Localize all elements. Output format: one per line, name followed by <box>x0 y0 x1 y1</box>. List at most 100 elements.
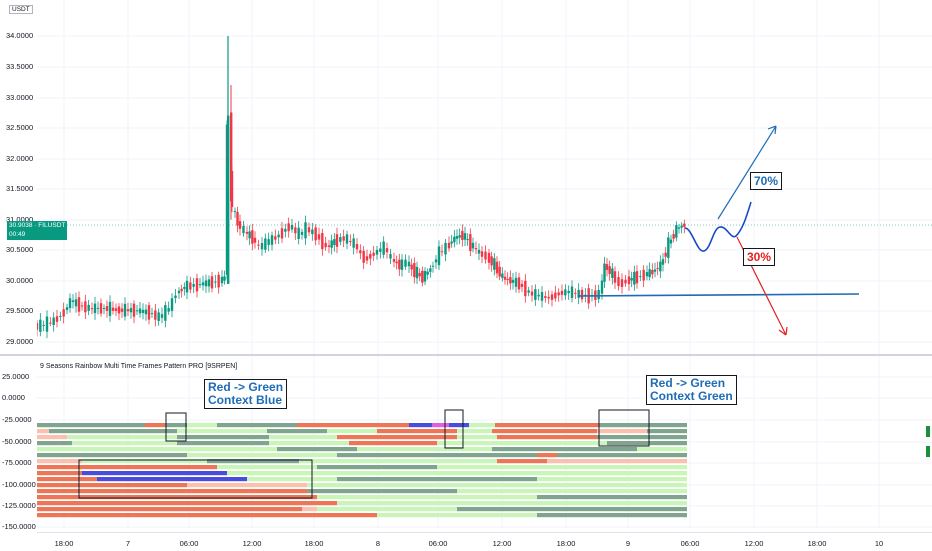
candle-body <box>270 235 274 245</box>
candle-body <box>580 289 584 300</box>
candle-body <box>77 297 81 312</box>
candle-body <box>362 250 365 263</box>
time-tick-label: 18:00 <box>807 539 827 548</box>
candle-body <box>605 264 609 270</box>
price-axis[interactable]: 34.0000 33.5000 33.0000 32.5000 32.0000 31.50… <box>0 0 37 354</box>
candle-body <box>87 304 90 311</box>
rainbow-bar-segment <box>457 435 497 440</box>
candle-body <box>461 230 464 240</box>
indicator-pane[interactable] <box>37 356 932 528</box>
candle-body <box>195 278 199 292</box>
rainbow-bar-segment <box>37 483 187 488</box>
candle-body <box>342 236 345 241</box>
down-arrow-head <box>778 326 788 336</box>
candle-body <box>514 277 518 287</box>
candle-body <box>651 269 654 275</box>
rainbow-bar-segment <box>107 477 247 482</box>
candle-body <box>180 288 183 292</box>
highlight-box <box>165 412 187 442</box>
annotation-line: Context Blue <box>208 393 283 407</box>
candle-body <box>55 316 59 322</box>
indicator-canvas[interactable] <box>37 356 932 528</box>
candle-body <box>233 211 237 213</box>
candle-body <box>129 308 133 313</box>
candle-body <box>680 225 683 228</box>
rainbow-bar-segment <box>337 471 497 476</box>
rainbow-bar-segment <box>177 435 269 440</box>
candle-body <box>251 230 254 244</box>
rainbow-bar-segment <box>349 441 437 446</box>
indicator-tick-label: -75.0000 <box>2 458 32 467</box>
up-probability-label[interactable]: 70% <box>750 172 783 190</box>
candle-body <box>667 237 670 258</box>
time-tick-label: 12:00 <box>492 539 512 548</box>
right-edge-marker <box>926 426 930 437</box>
candle-body <box>375 249 379 255</box>
rainbow-bar-segment <box>317 465 437 470</box>
candle-body <box>444 242 447 255</box>
candle-body <box>339 237 342 242</box>
indicator-tick-label: -100.0000 <box>2 480 36 489</box>
rainbow-bar-segment <box>597 429 647 434</box>
candle-body <box>440 251 444 253</box>
candle-body <box>108 301 112 316</box>
time-axis[interactable]: 18:00 7 06:00 12:00 18:00 8 06:00 12:00 18:00 9 06… <box>37 532 932 551</box>
candle-body <box>65 307 69 311</box>
candle-body <box>264 238 267 250</box>
rainbow-bar-segment <box>337 477 537 482</box>
indicator-axis[interactable]: 25.0000 0.0000 -25.0000 -50.0000 -75.0000 -10… <box>0 356 37 532</box>
annotation-context-blue[interactable]: Red -> Green Context Blue <box>204 379 288 409</box>
time-tick-label: 18:00 <box>556 539 576 548</box>
price-chart-pane[interactable] <box>37 0 932 354</box>
candle-body <box>230 112 233 202</box>
down-probability-label[interactable]: 30% <box>743 248 776 266</box>
candle-body <box>117 306 121 314</box>
candle-body <box>407 261 411 267</box>
candle-body <box>167 308 170 312</box>
candle-body <box>398 259 401 270</box>
rainbow-bar-segment <box>599 423 642 428</box>
rainbow-bar-segment <box>37 513 377 518</box>
candle-body <box>423 270 427 282</box>
rainbow-bar-segment <box>377 513 457 518</box>
price-tick-label: 29.5000 <box>6 306 34 315</box>
candle-body <box>210 276 214 289</box>
price-tick-label: 31.5000 <box>6 184 34 193</box>
rainbow-bar-segment <box>495 423 599 428</box>
candle-body <box>59 315 62 317</box>
rainbow-bar-segment <box>37 507 302 512</box>
candle-body <box>236 212 239 226</box>
projected-wave <box>684 201 752 252</box>
candle-body <box>597 289 600 300</box>
time-tick-label: 06:00 <box>179 539 199 548</box>
candle-body <box>372 252 375 256</box>
rainbow-bar-segment <box>37 429 49 434</box>
annotation-context-green[interactable]: Red -> Green Context Green <box>646 375 737 405</box>
candle-body <box>147 305 151 320</box>
rainbow-bar-segment <box>537 477 687 482</box>
up-arrow-head <box>767 125 777 135</box>
candle-body <box>207 279 211 287</box>
candle-body <box>365 256 369 261</box>
candle-body <box>447 242 451 249</box>
rainbow-bar-segment <box>37 471 82 476</box>
rainbow-bar-segment <box>37 423 145 428</box>
candle-body <box>635 271 639 284</box>
candle-body <box>260 243 264 250</box>
candle-body <box>174 295 177 299</box>
candle-body <box>477 249 481 254</box>
candle-body <box>484 251 487 260</box>
rainbow-bar-segment <box>72 441 177 446</box>
rainbow-bar-segment <box>337 423 409 428</box>
price-chart-canvas[interactable] <box>37 0 932 354</box>
candle-body <box>335 234 339 247</box>
pane-separator[interactable] <box>0 354 932 356</box>
time-tick-label: 12:00 <box>242 539 262 548</box>
price-tick-label: 31.0000 <box>6 215 34 224</box>
candle-body <box>537 294 540 297</box>
highlight-box <box>78 459 313 499</box>
rainbow-bar-segment <box>557 453 687 458</box>
candle-body <box>653 269 657 272</box>
indicator-title[interactable]: 9 Seasons Rainbow Multi Time Frames Patt… <box>40 363 238 370</box>
candle-body <box>608 266 611 274</box>
